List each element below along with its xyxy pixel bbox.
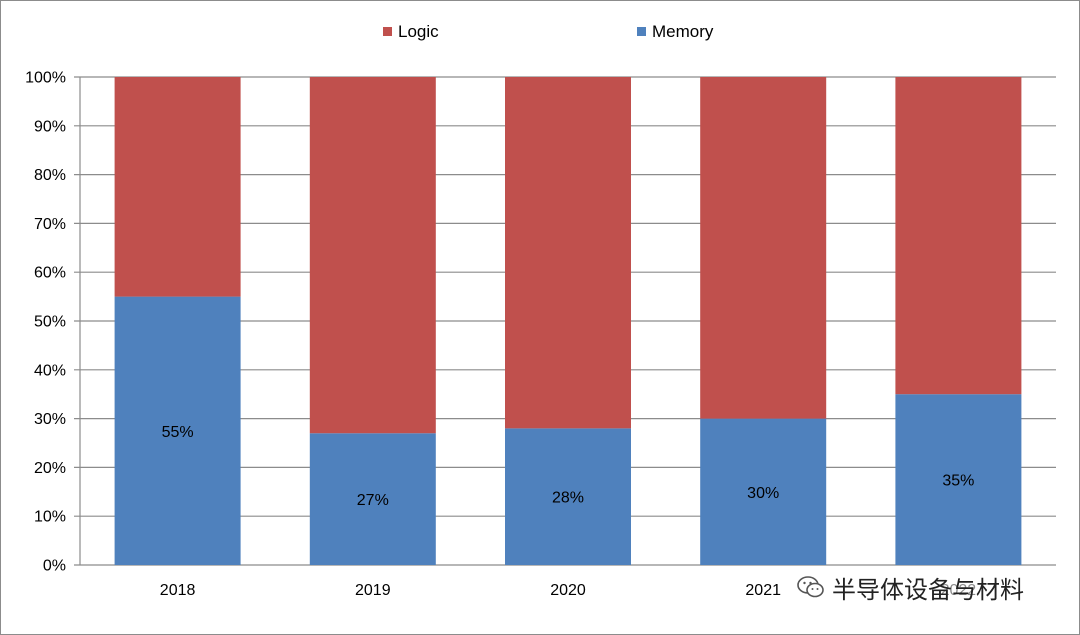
y-tick-label: 10% [34,509,66,526]
y-tick-label: 70% [34,216,66,233]
legend-swatch-memory [637,27,646,36]
legend-label-memory: Memory [652,22,714,41]
data-label-memory-2019: 27% [357,492,389,509]
watermark: 半导体设备与材料 [792,570,1028,604]
legend-label-logic: Logic [398,22,439,41]
x-tick-label: 2019 [355,582,391,599]
data-label-memory-2018: 55% [162,424,194,441]
bar-memory-2020 [505,428,631,565]
x-axis: 20182019202020212022 [160,582,976,599]
data-label-memory-2021: 30% [747,485,779,502]
bar-logic-2022 [895,77,1022,395]
bars [114,77,1022,565]
y-tick-label: 0% [43,558,66,575]
data-labels: 55% 27% 28% 30% 35% [162,424,975,509]
bar-logic-2020 [505,77,631,429]
data-label-memory-2020: 28% [552,490,584,507]
y-tick-label: 40% [34,362,66,379]
bar-memory-2022 [895,394,1022,565]
y-tick-label: 80% [34,167,66,184]
data-label-memory-2022: 35% [942,473,974,490]
bar-logic-2019 [309,77,436,434]
bar-memory-2019 [309,433,436,565]
watermark-text: 半导体设备与材料 [832,575,1024,604]
wechat-icon [797,576,824,598]
y-tick-label: 100% [25,70,66,87]
y-tick-label: 90% [34,118,66,135]
y-tick-label: 20% [34,460,66,477]
bar-logic-2021 [700,77,827,419]
y-tick-label: 30% [34,411,66,428]
x-tick-label: 2018 [160,582,196,599]
legend-swatch-logic [383,27,392,36]
y-tick-label: 60% [34,265,66,282]
x-tick-label: 2020 [550,582,586,599]
y-axis: 0% 10% 20% 30% 40% 50% 60% 70% 80% 90% 100% [25,70,81,575]
bar-memory-2021 [700,418,827,565]
y-tick-label: 50% [34,314,66,331]
x-tick-label: 2021 [745,582,781,599]
bar-logic-2018 [114,77,241,297]
legend: Logic Memory [383,22,714,41]
bar-memory-2018 [114,296,241,565]
